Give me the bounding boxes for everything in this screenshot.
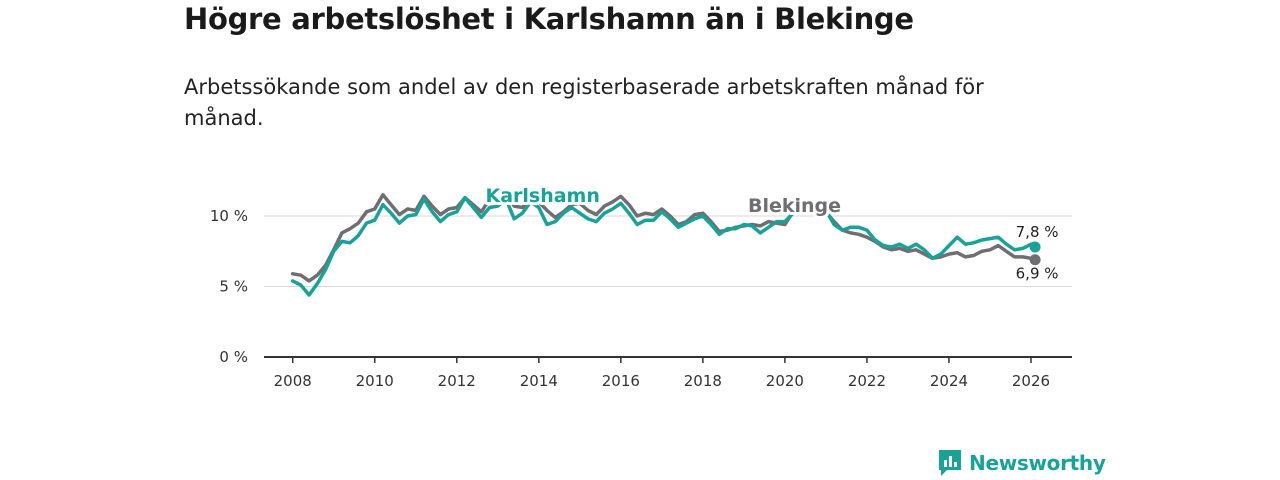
y-tick-label: 5 % bbox=[219, 278, 248, 296]
brand-name: Newsworthy bbox=[969, 451, 1106, 475]
end-label-blekinge: 6,9 % bbox=[1016, 265, 1059, 283]
x-tick-label: 2024 bbox=[930, 372, 968, 390]
chart-title: Högre arbetslöshet i Karlshamn än i Blek… bbox=[184, 2, 914, 36]
series-line-blekinge bbox=[290, 187, 1037, 283]
chart-subtitle: Arbetssökande som andel av den registerb… bbox=[184, 75, 984, 130]
y-axis: 0 % 5 % 10 % bbox=[210, 207, 248, 366]
end-label-karlshamn: 7,8 % bbox=[1016, 223, 1059, 241]
end-point-karlshamn bbox=[1029, 241, 1041, 253]
y-tick-label: 0 % bbox=[219, 348, 248, 366]
x-tick-label: 2022 bbox=[848, 372, 886, 390]
x-tick-label: 2014 bbox=[520, 372, 558, 390]
series-label-blekinge: Blekinge bbox=[748, 195, 841, 217]
y-tick-label: 10 % bbox=[210, 207, 248, 225]
x-axis: 2008 2010 2012 2014 2016 2018 2020 2022 2024 2026 bbox=[264, 356, 1072, 390]
series-lines bbox=[290, 187, 1041, 297]
x-tick-label: 2008 bbox=[274, 372, 312, 390]
x-tick-label: 2016 bbox=[602, 372, 640, 390]
brand-logo: Newsworthy bbox=[937, 448, 1106, 478]
series-label-karlshamn: Karlshamn bbox=[485, 185, 599, 207]
series-line-karlshamn bbox=[290, 195, 1037, 297]
x-tick-label: 2020 bbox=[766, 372, 804, 390]
gridlines bbox=[264, 215, 1072, 287]
x-tick-label: 2026 bbox=[1012, 372, 1050, 390]
x-tick-label: 2012 bbox=[438, 372, 476, 390]
line-chart: 0 %5 %10 % 2008 2010 2012 2014 2016 2018 2020 2… bbox=[209, 182, 1072, 390]
x-tick-label: 2018 bbox=[684, 372, 722, 390]
newsworthy-logo-icon bbox=[939, 450, 961, 476]
series-labels: 7,8 % 6,9 % Karlshamn Blekinge bbox=[482, 182, 1059, 283]
x-tick-label: 2010 bbox=[356, 372, 394, 390]
end-point-blekinge bbox=[1029, 254, 1041, 266]
